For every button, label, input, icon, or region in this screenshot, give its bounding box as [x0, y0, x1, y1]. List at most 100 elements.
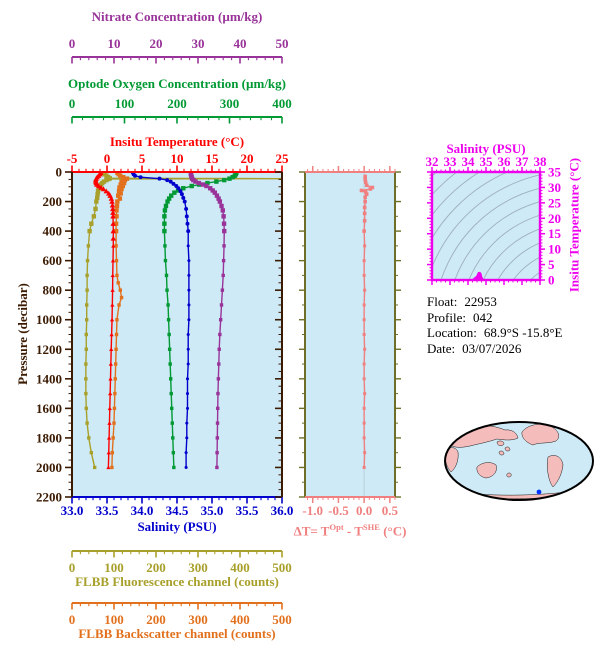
series-fluorescence — [84, 172, 282, 470]
data-marker — [362, 318, 366, 322]
data-marker — [172, 190, 177, 195]
data-marker — [186, 347, 190, 351]
data-marker — [103, 188, 110, 194]
data-marker — [186, 229, 191, 234]
data-marker — [184, 206, 189, 211]
data-marker — [205, 180, 210, 186]
tick-label: 0 — [56, 165, 63, 180]
map-landmass — [498, 450, 505, 456]
tick-label: 100 — [104, 612, 124, 627]
tick-label: 2200 — [36, 490, 62, 505]
float-metadata: Float: 22953 Profile: 042 Location: 68.9°S … — [427, 294, 562, 356]
delta-t-title-post: (°C) — [379, 523, 407, 539]
data-marker — [219, 303, 224, 307]
tick-label: 2000 — [36, 460, 62, 475]
data-marker — [118, 288, 122, 292]
data-marker — [182, 199, 187, 204]
data-marker — [186, 362, 190, 366]
tick-label: 0 — [69, 36, 76, 51]
data-marker — [221, 273, 225, 278]
data-marker — [362, 218, 367, 223]
tick-label: 36.0 — [271, 503, 294, 518]
world-map — [444, 421, 594, 501]
data-marker — [216, 391, 220, 396]
map-landmass — [445, 447, 459, 473]
data-marker — [121, 180, 127, 186]
tick-label: 1600 — [36, 401, 62, 416]
data-marker — [217, 362, 221, 366]
data-marker — [363, 347, 367, 351]
data-marker — [363, 392, 367, 396]
data-marker — [162, 221, 167, 226]
fluorescence-axis-title: FLBB Fluorescence channel (counts) — [75, 574, 279, 589]
location-label: Location: — [427, 325, 477, 340]
data-marker — [165, 288, 169, 292]
data-marker — [204, 183, 209, 189]
data-marker — [109, 198, 115, 204]
data-marker — [207, 186, 213, 191]
data-marker — [110, 206, 116, 212]
data-marker — [166, 318, 171, 322]
data-marker — [217, 199, 223, 204]
tick-label: 1200 — [36, 342, 62, 357]
data-marker — [96, 186, 102, 191]
tick-label: 200 — [43, 194, 63, 209]
data-marker — [221, 221, 227, 226]
data-marker — [109, 347, 114, 351]
tick-label: 15 — [548, 226, 562, 241]
data-marker — [86, 244, 91, 248]
tick-label: 5 — [139, 151, 146, 166]
data-marker — [87, 228, 92, 234]
data-marker — [95, 189, 101, 194]
tick-label: 35.0 — [201, 503, 224, 518]
backscatter-axis: 0 100 200 300 400 500 — [69, 602, 292, 627]
tick-label: 34 — [462, 154, 476, 169]
data-marker — [116, 189, 122, 194]
profile-number-line: Profile: 042 — [427, 310, 562, 326]
tick-label: 25 — [276, 151, 290, 166]
data-marker — [113, 362, 118, 366]
data-marker — [106, 176, 112, 182]
data-marker — [110, 213, 116, 219]
main-plot-area — [72, 172, 282, 497]
data-marker — [162, 228, 167, 234]
data-marker — [218, 318, 223, 322]
tick-label: 30 — [192, 36, 205, 51]
delta-t-title-pre: ΔT= T — [293, 523, 330, 539]
oxygen-axis-title: Optode Oxygen Concentration (µm/kg) — [67, 76, 286, 91]
data-marker — [166, 303, 170, 307]
tick-label: 20 — [241, 151, 254, 166]
data-marker — [84, 406, 88, 411]
data-marker — [169, 391, 173, 396]
float-id-line: Float: 22953 — [427, 294, 562, 310]
data-marker — [368, 187, 373, 191]
data-marker — [215, 421, 220, 425]
data-marker — [167, 332, 171, 337]
map-landmass — [547, 455, 564, 488]
data-marker — [214, 193, 220, 198]
data-marker — [193, 179, 198, 184]
series-nitrate — [188, 172, 227, 470]
data-marker — [212, 190, 217, 195]
data-marker — [363, 288, 367, 292]
data-marker — [85, 421, 89, 425]
data-marker — [85, 303, 89, 307]
data-marker — [109, 202, 116, 208]
data-marker — [113, 391, 117, 396]
data-marker — [184, 451, 188, 455]
data-marker — [166, 196, 172, 201]
data-marker — [163, 244, 167, 248]
data-marker — [227, 176, 232, 181]
map-landmass — [476, 462, 497, 479]
data-marker — [185, 421, 189, 425]
data-marker — [359, 188, 364, 193]
tick-label: 34.0 — [131, 503, 154, 518]
data-marker — [184, 465, 188, 469]
data-marker — [114, 244, 118, 248]
tick-label: -1.0 — [302, 503, 323, 518]
data-marker — [362, 436, 366, 440]
data-marker — [170, 421, 174, 425]
ts-plot-area — [432, 172, 540, 280]
map-landmass — [504, 446, 511, 452]
